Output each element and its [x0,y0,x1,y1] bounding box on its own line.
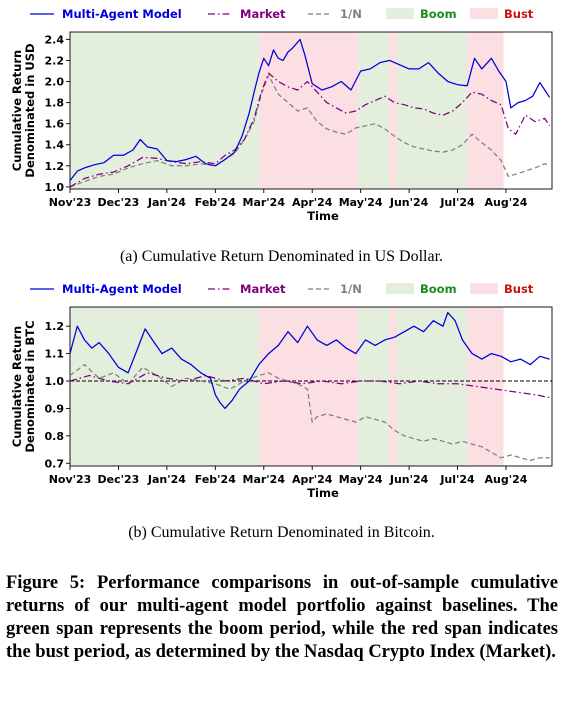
y-axis-title: Cumulative Return [10,326,24,447]
legend-item: 1/N [308,7,362,21]
bust-span [389,307,397,466]
y-tick-label: 2.0 [45,76,65,89]
legend-item: Market [208,7,286,21]
x-tick-label: Jul'24 [439,473,475,486]
legend-swatch [470,8,498,19]
boom-span [70,32,259,189]
x-tick-label: Dec'23 [98,196,140,209]
x-tick-label: Aug'24 [485,196,528,209]
y-axis: 1.0 1.2 1.4 1.6 1.8 2.0 2.2 2.4 [45,33,70,194]
legend-item: Multi-Agent Model [30,7,182,21]
period-spans [70,307,504,466]
bust-span [258,32,359,189]
legend-item: Boom [386,282,457,296]
y-axis-title: Denominated in USD [23,43,37,177]
series-group [69,311,550,462]
x-tick-label: Mar'24 [243,473,286,486]
bust-span [389,32,397,189]
x-tick-label: Jan'24 [147,196,186,209]
chart-usd: Multi-Agent Model Market 1/N Boom Bust 1.0 1.2… [10,7,553,223]
y-tick-label: 1.2 [45,320,65,333]
x-tick-label: Nov'23 [49,196,92,209]
x-tick-label: Jun'24 [389,473,429,486]
series-line-multi-agent-model [69,311,550,410]
y-tick-label: 2.2 [45,54,65,67]
subfigure-caption-btc: (b) Cumulative Return Denominated in Bit… [128,524,435,541]
legend-swatch [386,283,414,294]
series-line-1-n [69,74,550,188]
legend-item: Boom [386,7,457,21]
legend-label: Boom [420,282,457,296]
boom-span [396,307,468,466]
y-tick-label: 1.6 [45,118,65,131]
boom-span [70,307,259,466]
x-tick-label: Aug'24 [485,473,528,486]
x-tick-label: Apr'24 [292,196,333,209]
legend-label: Multi-Agent Model [62,7,182,21]
x-tick-label: May'24 [339,196,383,209]
legend-item: 1/N [308,282,362,296]
x-tick-label: Mar'24 [243,196,286,209]
x-tick-label: Feb'24 [195,473,236,486]
x-axis: Nov'23 Dec'23 Jan'24 Feb'24 Mar'24 Apr'24 May'… [49,466,528,486]
legend-label: Bust [504,282,534,296]
legend-label: Bust [504,7,534,21]
legend-swatch [470,283,498,294]
series-line-market [69,372,550,399]
legend-swatch [386,8,414,19]
x-axis-title: Time [307,209,339,223]
y-tick-label: 0.9 [45,402,65,415]
boom-span [358,307,390,466]
y-tick-label: 1.0 [45,181,65,194]
x-tick-label: May'24 [339,473,383,486]
x-tick-label: Apr'24 [292,473,333,486]
legend-label: Market [240,282,286,296]
boom-span [396,32,468,189]
y-axis: 0.7 0.8 0.9 1.0 1.1 1.2 [45,320,70,470]
legend-label: 1/N [340,282,362,296]
legend-item: Bust [470,282,534,296]
legend-label: Multi-Agent Model [62,282,182,296]
subfigure-caption-usd: (a) Cumulative Return Denominated in US … [119,248,444,265]
plot-frame [69,306,553,467]
y-tick-label: 1.4 [45,139,65,152]
x-tick-label: Feb'24 [195,196,236,209]
series-line-1-n [69,363,550,462]
legend-item: Multi-Agent Model [30,282,182,296]
x-axis-title: Time [307,486,339,500]
bust-span [467,32,504,189]
bust-span [258,307,359,466]
y-axis-title: Cumulative Return [10,50,24,171]
y-tick-label: 2.4 [45,33,65,46]
bust-span [467,307,504,466]
y-tick-label: 1.2 [45,160,65,173]
legend-item: Market [208,282,286,296]
legend: Multi-Agent Model Market 1/N Boom Bust [30,282,534,296]
y-tick-label: 1.1 [45,348,65,361]
legend: Multi-Agent Model Market 1/N Boom Bust [30,7,534,21]
plot-frame [69,31,553,190]
y-tick-label: 0.7 [45,457,65,470]
y-tick-label: 0.8 [45,430,65,443]
x-axis: Nov'23 Dec'23 Jan'24 Feb'24 Mar'24 Apr'24 May'… [49,189,528,209]
figure-caption: Figure 5: Performance comparisons in out… [6,573,558,662]
x-tick-label: Jun'24 [389,196,429,209]
x-tick-label: Jan'24 [147,473,186,486]
x-tick-label: Dec'23 [98,473,140,486]
y-tick-label: 1.8 [45,97,65,110]
legend-label: 1/N [340,7,362,21]
chart-btc: Multi-Agent Model Market 1/N Boom Bust 0.7 0.8… [10,282,553,500]
x-tick-label: Jul'24 [439,196,475,209]
legend-label: Market [240,7,286,21]
y-tick-label: 1.0 [45,375,65,388]
series-line-multi-agent-model [69,38,551,181]
legend-label: Boom [420,7,457,21]
legend-item: Bust [470,7,534,21]
boom-span [358,32,390,189]
series-group [69,38,551,188]
series-line-market [69,72,551,188]
x-tick-label: Nov'23 [49,473,92,486]
y-axis-title: Denominated in BTC [23,320,37,452]
